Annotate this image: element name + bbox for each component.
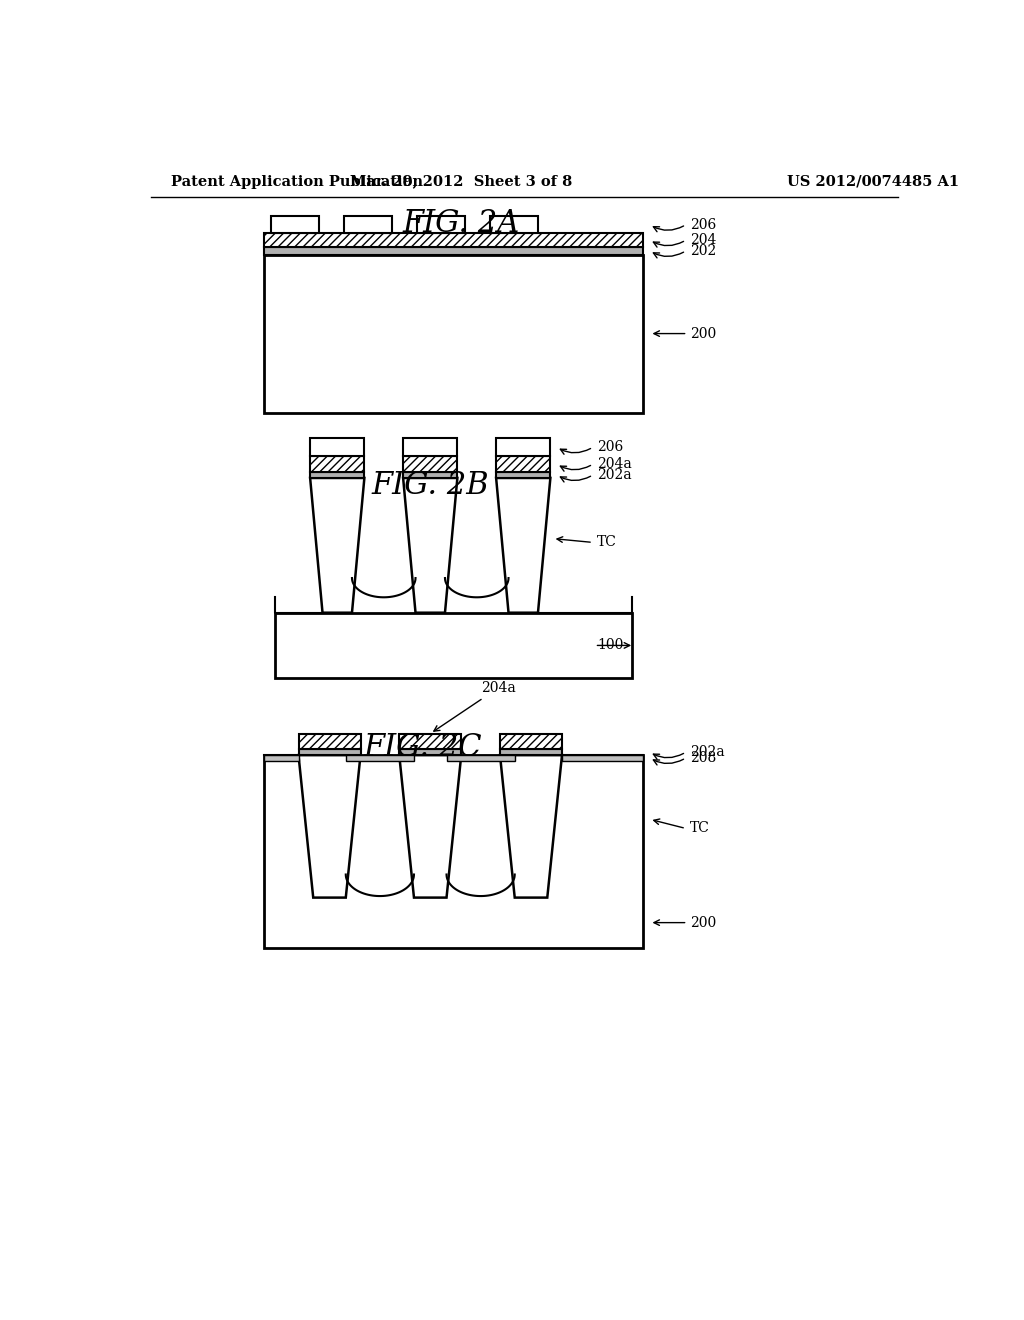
Bar (446, 755, 515, 760)
Bar (346, 755, 414, 760)
Text: FIG. 2A: FIG. 2A (402, 209, 520, 239)
Text: Mar. 29, 2012  Sheet 3 of 8: Mar. 29, 2012 Sheet 3 of 8 (350, 174, 572, 189)
Bar (344, 216, 392, 234)
Text: TC: TC (690, 821, 710, 836)
Bar (275, 612, 632, 678)
Text: 208: 208 (690, 751, 716, 764)
Bar (310, 457, 365, 471)
Text: US 2012/0074485 A1: US 2012/0074485 A1 (786, 174, 958, 189)
Text: 206: 206 (690, 218, 716, 231)
Bar (496, 471, 550, 478)
Bar (263, 755, 299, 760)
Bar (417, 216, 465, 234)
Polygon shape (310, 478, 365, 612)
Bar (263, 234, 643, 247)
Text: Patent Application Publication: Patent Application Publication (171, 174, 423, 189)
Bar (496, 457, 550, 471)
Bar (263, 247, 643, 255)
Bar (263, 755, 643, 948)
Bar (403, 471, 458, 478)
Bar (500, 734, 562, 748)
Bar (310, 471, 365, 478)
Bar (403, 438, 458, 457)
Text: 206: 206 (597, 440, 624, 454)
Text: 200: 200 (690, 916, 716, 929)
Bar (271, 216, 319, 234)
Bar (500, 748, 562, 755)
Text: 200: 200 (690, 326, 716, 341)
Text: FIG. 2C: FIG. 2C (364, 733, 482, 763)
Bar (562, 755, 643, 760)
Polygon shape (500, 755, 562, 898)
Bar (403, 457, 458, 471)
Text: 202a: 202a (597, 467, 632, 482)
Bar (399, 748, 461, 755)
Bar (299, 748, 360, 755)
Text: 204: 204 (690, 234, 716, 247)
Bar (263, 255, 643, 412)
Text: 202: 202 (690, 244, 716, 257)
Bar (399, 734, 461, 748)
Text: TC: TC (597, 536, 616, 549)
Bar (496, 438, 550, 457)
Polygon shape (399, 755, 461, 898)
Polygon shape (403, 478, 458, 612)
Text: 202a: 202a (690, 744, 725, 759)
Polygon shape (496, 478, 550, 612)
Bar (299, 734, 360, 748)
Polygon shape (299, 755, 360, 898)
Bar (489, 216, 538, 234)
Text: 204a: 204a (434, 681, 515, 731)
Text: 100: 100 (597, 639, 624, 652)
Text: 204a: 204a (597, 457, 632, 471)
Bar (310, 438, 365, 457)
Text: FIG. 2B: FIG. 2B (372, 470, 489, 502)
